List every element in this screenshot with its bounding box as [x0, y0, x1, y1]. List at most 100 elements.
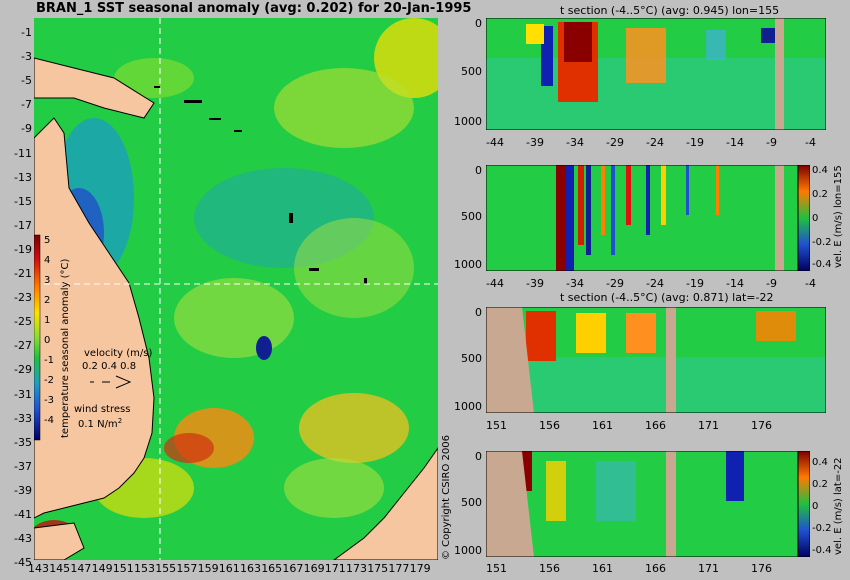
panel1-title: t section (-4..5°C) (avg: 0.945) lon=155 [560, 4, 780, 17]
velocity-scale: 0.2 0.4 0.8 [82, 361, 136, 372]
lon-tick-label: 153 [134, 562, 155, 575]
panel2-side-label: vel. E (m/s) lon=155 [833, 165, 844, 268]
svg-text:-2: -2 [44, 375, 54, 386]
lat-tick-label: -45 [14, 556, 32, 570]
lat-tick-label: -41 [14, 508, 32, 521]
x-tick-label: 176 [751, 419, 772, 432]
svg-text:2: 2 [44, 295, 50, 306]
lon-tick-label: 147 [70, 562, 92, 575]
x-tick-label: 151 [486, 419, 507, 432]
lat-tick-label: -31 [14, 387, 32, 401]
wind-stress-label: wind stress [74, 404, 130, 415]
svg-text:-4: -4 [44, 415, 54, 426]
lon-tick-label: 179 [409, 562, 431, 575]
lon-tick-label: 155 [155, 562, 177, 575]
map-colorbar [34, 234, 41, 441]
x-tick-label: -4 [805, 136, 816, 149]
lat-tick-label: -27 [14, 339, 32, 353]
x-tick-label: -19 [686, 136, 704, 149]
lon-tick-label: 177 [388, 562, 410, 575]
x-tick-label: 156 [539, 562, 560, 575]
panel3-x-axis: 151 156 161 166 171 176 [486, 419, 826, 433]
panel4-x-axis: 151 156 161 166 171 176 [486, 562, 826, 576]
lon-tick-label: 145 [49, 562, 71, 575]
lat-tick-label: -33 [14, 411, 32, 425]
wind-stress-scale: 0.1 N/m2 [78, 417, 122, 430]
svg-text:4: 4 [44, 255, 50, 266]
panel4-velocity-lat[interactable] [486, 451, 798, 557]
lon-tick-label: 149 [91, 562, 113, 575]
panel1-x-axis: -44 -39 -34 -29 -24 -19 -14 -9 -4 [486, 136, 826, 150]
x-tick-label: 166 [645, 562, 666, 575]
lon-tick-label: 169 [303, 562, 325, 575]
australia-land [34, 117, 155, 519]
colorbar-ticks: 5 4 3 2 1 0 -1 -2 -3 -4 [44, 235, 54, 426]
x-tick-label: -9 [766, 277, 777, 290]
lat-tick-label: -37 [14, 459, 32, 473]
panel2-velocity-lon[interactable] [486, 165, 798, 271]
lat-tick-label: -29 [14, 363, 32, 377]
panel4-colorbar-ticks: 0.4 0.2 0 -0.2 -0.4 [812, 457, 832, 556]
lat-tick-label: -3 [21, 50, 32, 64]
x-tick-label: 166 [645, 419, 666, 432]
lat-tick-label: -23 [14, 291, 32, 305]
map-lon-axis: 143 145 147 149 151 153 155 157 159 161 163 165 167 1… [28, 562, 448, 578]
lat-tick-label: -1 [21, 26, 32, 39]
lon-tick-label: 157 [176, 562, 198, 575]
sst-anomaly-map[interactable]: 5 4 3 2 1 0 -1 -2 -3 -4 temperature seas… [34, 18, 438, 560]
lat-tick-label: -5 [21, 74, 32, 88]
lon-tick-label: 143 [28, 562, 49, 575]
x-tick-label: 176 [751, 562, 772, 575]
panel1-t-section-lon[interactable] [486, 18, 826, 130]
x-tick-label: 151 [486, 562, 507, 575]
lat-tick-label: -9 [21, 122, 32, 136]
x-tick-label: 161 [592, 419, 613, 432]
lat-tick-label: -13 [14, 170, 32, 184]
x-tick-label: -9 [766, 136, 777, 149]
map-title: BRAN_1 SST seasonal anomaly (avg: 0.202)… [36, 1, 472, 16]
x-tick-label: 171 [698, 562, 719, 575]
panel3-t-section-lat[interactable] [486, 307, 826, 413]
panel3-title: t section (-4..5°C) (avg: 0.871) lat=-22 [560, 291, 774, 304]
lon-tick-label: 167 [282, 562, 304, 575]
lat-tick-label: -15 [14, 194, 32, 208]
lat-tick-label: -7 [21, 98, 32, 112]
panel2-x-axis: -44 -39 -34 -29 -24 -19 -14 -9 -4 [486, 277, 826, 291]
x-tick-label: -4 [805, 277, 816, 290]
svg-text:-1: -1 [44, 355, 54, 366]
lon-tick-label: 165 [261, 562, 283, 575]
x-tick-label: 156 [539, 419, 560, 432]
x-tick-label: -29 [606, 277, 624, 290]
x-tick-label: -44 [486, 136, 504, 149]
lon-tick-label: 171 [324, 562, 346, 575]
x-tick-label: -34 [566, 136, 584, 149]
svg-text:3: 3 [44, 275, 50, 286]
lat-tick-label: -35 [14, 435, 32, 449]
panel2-colorbar-ticks: 0.4 0.2 0 -0.2 -0.4 [812, 165, 832, 270]
lat-tick-label: -21 [14, 267, 32, 280]
land-masses [34, 57, 438, 560]
lat-tick-label: -19 [14, 242, 32, 256]
x-tick-label: -39 [526, 277, 544, 290]
lat-tick-label: -25 [14, 315, 32, 329]
panel2-colorbar [798, 165, 810, 271]
lat-tick-label: -39 [14, 483, 32, 497]
panel4-colorbar [798, 451, 810, 557]
lat-tick-label: -43 [14, 532, 32, 546]
copyright-notice: © Copyright CSIRO 2006 [441, 435, 452, 560]
velocity-label: velocity (m/s) [84, 348, 152, 359]
lon-tick-label: 173 [346, 562, 367, 575]
small-islands [154, 86, 367, 284]
svg-text:-3: -3 [44, 395, 54, 406]
x-tick-label: -24 [646, 277, 664, 290]
panel4-side-label: vel. E (m/s) lat=-22 [833, 457, 844, 555]
lon-tick-label: 151 [112, 562, 134, 575]
x-tick-label: -34 [566, 277, 584, 290]
lat-tick-label: -17 [14, 218, 32, 232]
lon-tick-label: 159 [197, 562, 219, 575]
x-tick-label: -14 [726, 277, 744, 290]
x-tick-label: -14 [726, 136, 744, 149]
x-tick-label: -24 [646, 136, 664, 149]
x-tick-label: -39 [526, 136, 544, 149]
new-zealand-land [333, 447, 438, 560]
